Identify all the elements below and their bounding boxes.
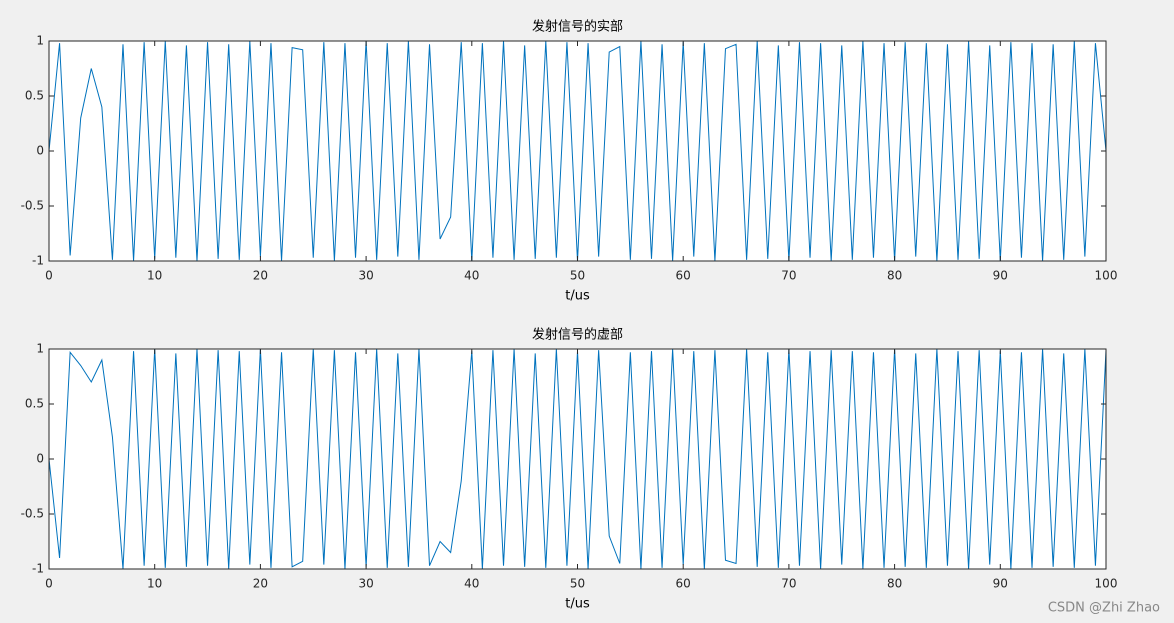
x-tick-label: 70 <box>781 577 796 591</box>
x-tick-label: 20 <box>253 577 268 591</box>
x-tick-label: 20 <box>253 269 268 283</box>
signal-line <box>49 41 1106 261</box>
watermark: CSDN @Zhi Zhao <box>1048 601 1160 616</box>
x-tick-label: 90 <box>993 577 1008 591</box>
x-tick-label: 70 <box>781 269 796 283</box>
x-tick-label: 80 <box>887 577 902 591</box>
x-tick-label: 0 <box>45 577 53 591</box>
y-tick-label: -1 <box>32 254 44 268</box>
y-tick-label: 1 <box>36 34 44 48</box>
x-tick-label: 50 <box>570 577 585 591</box>
x-tick-label: 30 <box>358 269 373 283</box>
x-tick-label: 100 <box>1095 577 1118 591</box>
y-tick-label: 1 <box>36 342 44 356</box>
x-tick-label: 40 <box>464 577 479 591</box>
y-tick-label: -0.5 <box>21 199 44 213</box>
x-tick-label: 50 <box>570 269 585 283</box>
y-tick-label: 0.5 <box>25 89 44 103</box>
chart-title: 发射信号的实部 <box>532 19 623 35</box>
x-tick-label: 10 <box>147 577 162 591</box>
x-tick-label: 0 <box>45 269 53 283</box>
x-tick-label: 60 <box>676 577 691 591</box>
chart-title: 发射信号的虚部 <box>532 327 623 343</box>
x-tick-label: 30 <box>358 577 373 591</box>
x-tick-label: 100 <box>1095 269 1118 283</box>
x-tick-label: 10 <box>147 269 162 283</box>
x-tick-label: 90 <box>993 269 1008 283</box>
y-tick-label: 0 <box>36 144 44 158</box>
y-tick-label: 0 <box>36 452 44 466</box>
y-tick-label: -1 <box>32 562 44 576</box>
plot-area <box>49 41 1106 261</box>
y-tick-label: 0.5 <box>25 397 44 411</box>
x-axis-label: t/us <box>565 289 590 304</box>
x-tick-label: 60 <box>676 269 691 283</box>
x-axis-label: t/us <box>565 597 590 612</box>
x-tick-label: 80 <box>887 269 902 283</box>
x-tick-label: 40 <box>464 269 479 283</box>
plot-area <box>49 349 1106 569</box>
y-tick-label: -0.5 <box>21 507 44 521</box>
